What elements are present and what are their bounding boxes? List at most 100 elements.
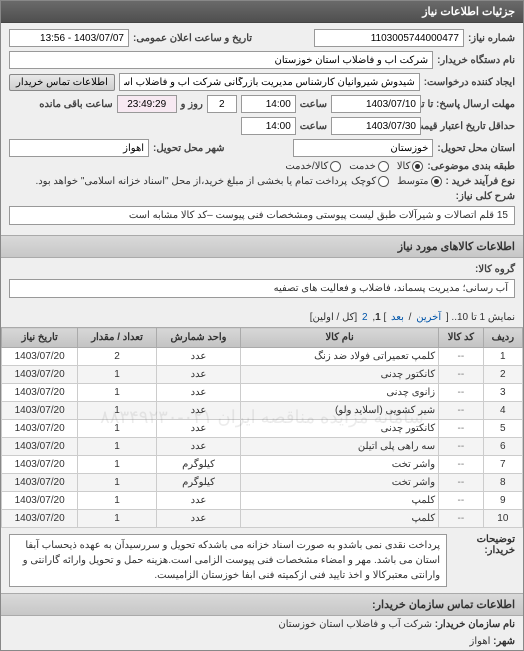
table-cell: 1403/07/20	[2, 510, 78, 528]
table-cell: --	[439, 438, 484, 456]
requester-label: ایجاد کننده درخواست:	[424, 77, 515, 88]
pager-next-link[interactable]: بعد	[391, 312, 404, 323]
col-name: نام کالا	[241, 328, 439, 348]
announce-input[interactable]	[9, 29, 129, 47]
table-cell: 1403/07/20	[2, 492, 78, 510]
radio-icon	[330, 161, 341, 172]
table-cell: کلمپ	[241, 510, 439, 528]
pager-close: ]	[381, 312, 387, 323]
buyer-input[interactable]	[9, 51, 433, 69]
table-cell: 4	[483, 402, 522, 420]
reply-until-label: مهلت ارسال پاسخ: تا تاریخ:	[425, 99, 515, 110]
table-cell: 6	[483, 438, 522, 456]
table-row: 4--شیر کشویی (اسلاید ولو)عدد11403/07/20	[2, 402, 523, 420]
process-option-label: متوسط	[397, 176, 428, 187]
table-cell: 1	[483, 348, 522, 366]
table-cell: 1403/07/20	[2, 456, 78, 474]
table-cell: 1403/07/20	[2, 438, 78, 456]
packaging-option-0[interactable]: کالا	[397, 161, 424, 172]
remain-time-input[interactable]	[117, 95, 177, 113]
table-cell: کیلوگرم	[156, 456, 240, 474]
remarks-block: توضیحات خریدار: پرداخت نقدی نمی باشدو به…	[1, 528, 523, 593]
contact-buyer-button[interactable]: اطلاعات تماس خریدار	[9, 74, 115, 91]
process-radio-group: متوسط کوچک	[351, 176, 441, 187]
packaging-option-label: خدمت	[349, 161, 376, 172]
city-label: شهر محل تحویل:	[153, 143, 225, 154]
goods-group: آب رسانی؛ مدیریت پسماند، فاضلاب و فعالیت…	[9, 279, 515, 298]
table-cell: --	[439, 510, 484, 528]
province-label: استان محل تحویل:	[437, 143, 515, 154]
packaging-option-1[interactable]: خدمت	[349, 161, 389, 172]
announce-label: تاریخ و ساعت اعلان عمومی:	[133, 33, 252, 44]
table-row: 1--کلمپ تعمیراتی فولاد ضد زنگعدد21403/07…	[2, 348, 523, 366]
table-cell: 3	[483, 384, 522, 402]
table-cell: کانکتور چدنی	[241, 366, 439, 384]
table-cell: 1	[78, 402, 157, 420]
need-text: 15 قلم اتصالات و شیرآلات طبق لیست پیوستی…	[9, 206, 515, 225]
col-code: کد کالا	[439, 328, 484, 348]
remain-days-input[interactable]	[207, 95, 237, 113]
pager: نمایش 1 تا 10.. [ آخرین / بعد ] 1, 2 [کل…	[1, 308, 523, 327]
table-cell: کانکتور چدنی	[241, 420, 439, 438]
time-label-2: ساعت	[300, 121, 327, 132]
table-cell: عدد	[156, 510, 240, 528]
goods-section-header: اطلاعات کالاهای مورد نیاز	[1, 235, 523, 258]
table-cell: --	[439, 402, 484, 420]
process-option-1[interactable]: کوچک	[351, 176, 389, 187]
validity-time-input[interactable]	[241, 117, 296, 135]
table-cell: 8	[483, 474, 522, 492]
goods-table: ردیف کد کالا نام کالا واحد شمارش تعداد /…	[1, 327, 523, 528]
table-row: 7--واشر تختکیلوگرم11403/07/20	[2, 456, 523, 474]
table-wrap: ردیف کد کالا نام کالا واحد شمارش تعداد /…	[1, 327, 523, 528]
need-label: شرح کلی نیاز:	[456, 191, 515, 202]
packaging-label: طبقه بندی موضوعی:	[427, 161, 515, 172]
table-cell: --	[439, 456, 484, 474]
table-cell: --	[439, 420, 484, 438]
pager-suffix: [کل / اولین]	[310, 312, 358, 323]
table-cell: 1403/07/20	[2, 348, 78, 366]
table-cell: 1403/07/20	[2, 420, 78, 438]
pager-p2-link[interactable]: 2	[362, 312, 368, 323]
table-row: 6--سه راهی پلی اتیلنعدد11403/07/20	[2, 438, 523, 456]
packaging-option-label: کالا/خدمت	[285, 161, 328, 172]
radio-icon	[412, 161, 423, 172]
table-cell: 9	[483, 492, 522, 510]
time-label-1: ساعت	[300, 99, 327, 110]
pager-sep: /	[406, 312, 412, 323]
table-cell: کیلوگرم	[156, 474, 240, 492]
reply-date-input[interactable]	[331, 95, 421, 113]
reply-time-input[interactable]	[241, 95, 296, 113]
pager-last-link[interactable]: آخرین	[416, 312, 441, 323]
table-cell: --	[439, 366, 484, 384]
packaging-option-2[interactable]: کالا/خدمت	[285, 161, 341, 172]
table-row: 9--کلمپعدد11403/07/20	[2, 492, 523, 510]
footer-city-label: شهر:	[493, 636, 515, 647]
radio-icon	[378, 161, 389, 172]
table-row: 5--کانکتور چدنیعدد11403/07/20	[2, 420, 523, 438]
table-cell: کلمپ	[241, 492, 439, 510]
process-option-0[interactable]: متوسط	[397, 176, 441, 187]
city-input[interactable]	[9, 139, 149, 157]
remain-days-label: روز و	[181, 99, 203, 110]
province-input[interactable]	[293, 139, 433, 157]
pager-prefix: نمایش 1 تا 10.. [	[446, 312, 515, 323]
validity-label: حداقل تاریخ اعتبار قیمت: تا تاریخ:	[425, 121, 515, 132]
buyer-label: نام دستگاه خریدار:	[437, 55, 515, 66]
table-cell: 1	[78, 492, 157, 510]
col-qty: تعداد / مقدار	[78, 328, 157, 348]
table-cell: عدد	[156, 402, 240, 420]
table-cell: 1	[78, 474, 157, 492]
table-cell: عدد	[156, 384, 240, 402]
table-cell: 1403/07/20	[2, 384, 78, 402]
table-cell: 7	[483, 456, 522, 474]
col-unit: واحد شمارش	[156, 328, 240, 348]
validity-date-input[interactable]	[331, 117, 421, 135]
table-cell: عدد	[156, 438, 240, 456]
requester-input[interactable]	[119, 73, 420, 91]
col-date: تاریخ نیاز	[2, 328, 78, 348]
req-no-input[interactable]	[314, 29, 464, 47]
table-cell: واشر تخت	[241, 456, 439, 474]
remarks-text: پرداخت نقدی نمی باشدو به صورت اسناد خزان…	[9, 534, 447, 587]
table-cell: کلمپ تعمیراتی فولاد ضد زنگ	[241, 348, 439, 366]
table-row: 8--واشر تختکیلوگرم11403/07/20	[2, 474, 523, 492]
